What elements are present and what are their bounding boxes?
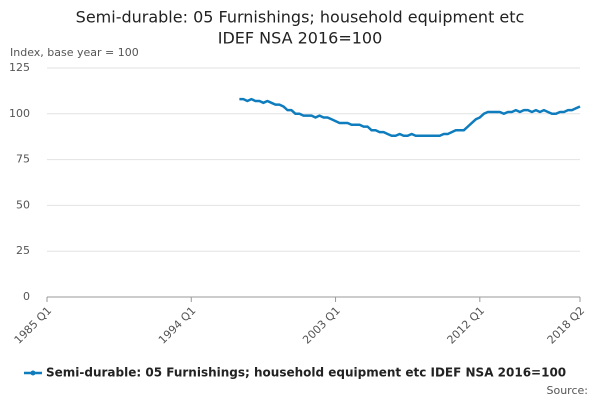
x-tick-label: 1994 Q1: [156, 304, 199, 347]
chart-title: IDEF NSA 2016=100: [218, 29, 383, 48]
y-tick-label: 0: [23, 290, 30, 303]
y-tick-label: 125: [9, 61, 30, 74]
x-tick-label: 2012 Q1: [445, 304, 488, 347]
x-tick-label: 2003 Q1: [300, 304, 343, 347]
x-tick-label: 1985 Q1: [12, 304, 55, 347]
series-line: [239, 97, 581, 138]
y-tick-label: 25: [16, 244, 30, 257]
source: Source:: [547, 384, 589, 397]
y-tick-label: 100: [9, 107, 30, 120]
x-tick-label: 2018 Q2: [545, 304, 588, 347]
chart-title: Semi-durable: 05 Furnishings; household …: [76, 8, 525, 27]
y-tick-label: 75: [16, 153, 30, 166]
legend-label: Semi-durable: 05 Furnishings; household …: [46, 366, 566, 380]
y-axis-label: Index, base year = 100: [10, 46, 139, 59]
legend-swatch: [30, 370, 36, 376]
y-tick-label: 50: [16, 198, 30, 211]
